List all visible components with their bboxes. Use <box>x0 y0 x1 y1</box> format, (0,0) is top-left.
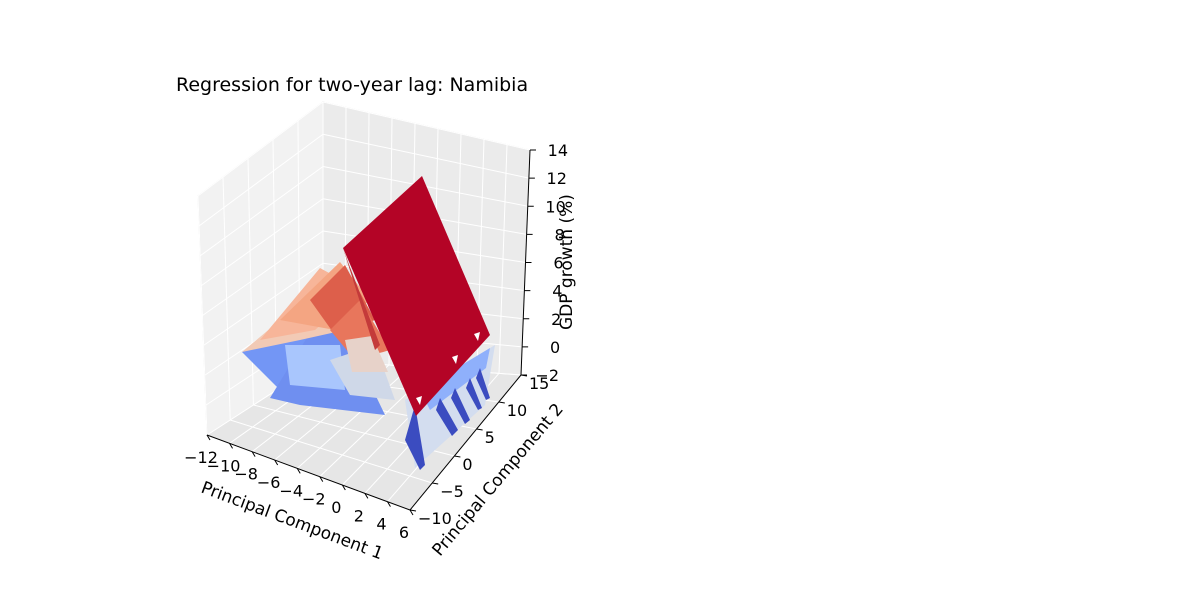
x-tick-mark <box>274 459 279 466</box>
z-tick-label: 0 <box>550 338 560 357</box>
y-tick-label: 15 <box>529 374 549 393</box>
x-tick-label: 6 <box>399 523 409 542</box>
surface-facet <box>345 336 388 372</box>
surface-glint <box>416 396 422 405</box>
z-tick-label: 14 <box>548 141 568 160</box>
surface-facet <box>420 348 490 410</box>
z-tick-label: 8 <box>554 225 564 244</box>
surface-facet <box>476 368 490 400</box>
x-tick-mark <box>341 484 346 491</box>
y-tick-mark <box>432 482 439 485</box>
x-tick-label: 0 <box>331 498 341 517</box>
x-tick-mark <box>364 493 369 499</box>
z-tick-label: −2 <box>535 366 559 385</box>
surface-facet-edge <box>343 248 380 350</box>
z-ticks: −2 0 2 4 6 8 10 12 14 <box>521 141 568 385</box>
y-tick-mark <box>454 455 461 458</box>
grid-line <box>199 166 324 257</box>
z-axis: −2 0 2 4 6 8 10 12 14 GDP growth (%) <box>520 141 577 385</box>
grid-line <box>230 419 433 484</box>
surface-glint <box>474 332 480 341</box>
surface-facet-top <box>343 176 490 416</box>
grid-line <box>198 133 324 227</box>
x-tick-mark <box>387 501 391 507</box>
z-tick-label: 2 <box>551 310 561 329</box>
x-tick-mark <box>206 434 211 441</box>
z-tick-label: 10 <box>545 197 565 216</box>
grid-line <box>296 366 412 469</box>
surface-facet <box>436 398 458 436</box>
z-tick-label: 6 <box>553 254 563 273</box>
chart-title: Regression for two-year lag: Namibia <box>176 74 528 96</box>
x-tick-label: −6 <box>257 473 281 492</box>
x-tick-label: −10 <box>207 456 241 475</box>
grid-line <box>197 101 324 197</box>
y-tick-label: 5 <box>485 428 495 447</box>
x-tick-label: 2 <box>354 506 364 525</box>
grid-line <box>322 133 529 179</box>
surface-glint <box>452 355 458 364</box>
grid-line <box>201 198 324 287</box>
y-tick-label: −10 <box>418 509 452 528</box>
regression-surface <box>242 176 495 470</box>
z-tick-label: 4 <box>552 282 562 301</box>
y-tick-label: 10 <box>507 401 527 420</box>
x-tick-label: −12 <box>184 448 218 467</box>
grid-line <box>202 230 324 316</box>
x-tick-mark <box>409 509 414 516</box>
grid-line <box>203 262 324 346</box>
grid-line <box>322 101 531 151</box>
x-tick-label: −4 <box>279 481 303 500</box>
x-tick-label: 4 <box>376 515 386 534</box>
y-tick-mark <box>498 401 505 404</box>
y-tick-label: −5 <box>440 482 464 501</box>
x-tick-label: −8 <box>234 465 258 484</box>
x-ticks: −12−10−8−6−4−2 0 2 4 6 <box>184 434 414 542</box>
y-tick-mark <box>409 509 417 512</box>
surface-facet <box>466 378 482 410</box>
x-tick-mark <box>229 443 233 449</box>
surface-facet <box>285 345 345 390</box>
x-tick-label: −2 <box>302 490 326 509</box>
x-tick-mark <box>319 476 324 482</box>
z-tick-label: 12 <box>547 169 567 188</box>
z-axis-label: GDP growth (%) <box>557 194 577 330</box>
x-tick-mark <box>251 451 256 457</box>
y-tick-mark <box>476 428 483 431</box>
surface-facet <box>405 405 425 470</box>
x-tick-mark <box>296 468 301 474</box>
y-tick-label: 0 <box>462 455 472 474</box>
surface-facet <box>451 388 470 424</box>
